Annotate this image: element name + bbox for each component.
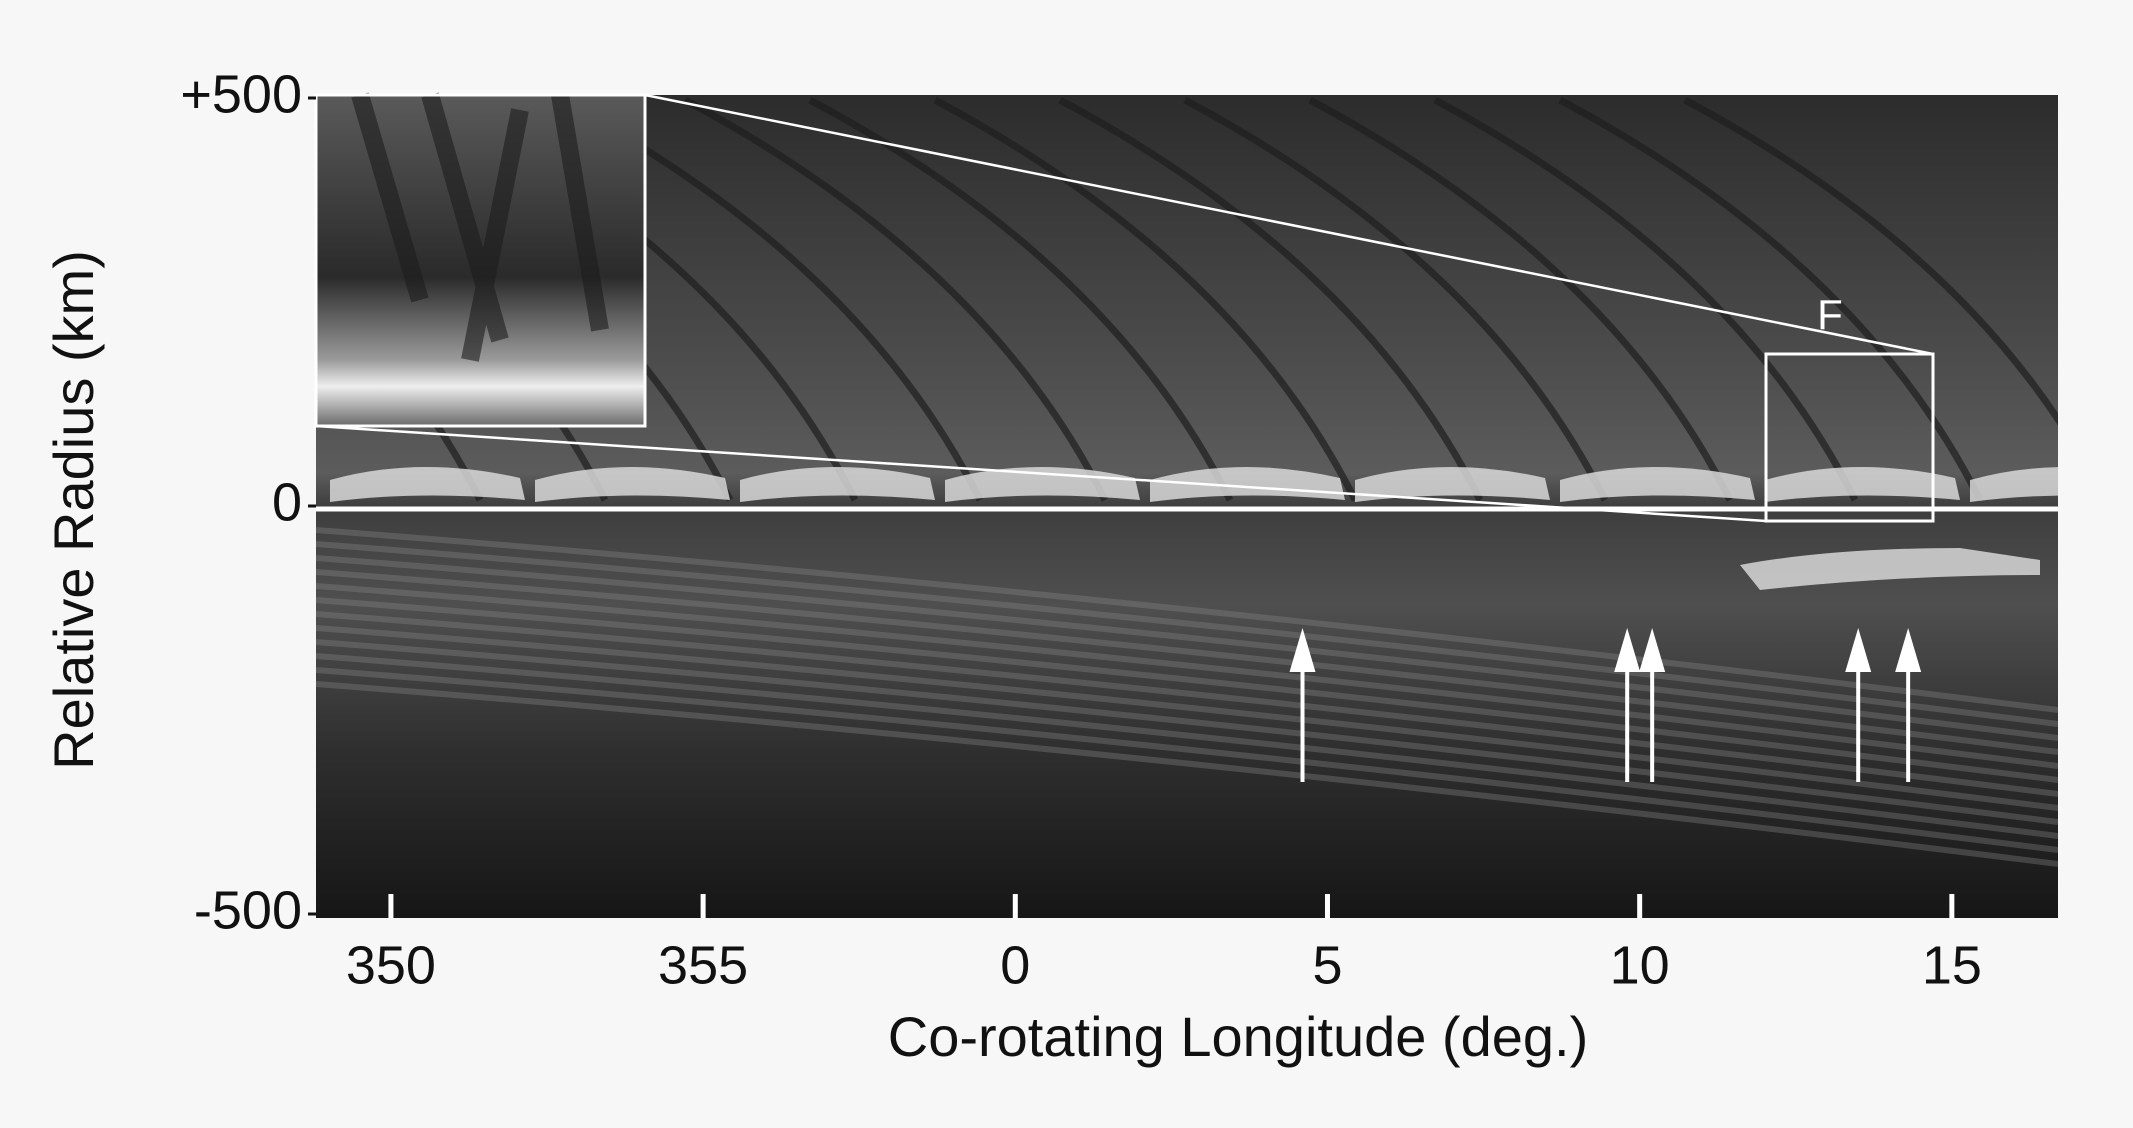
zoom-line [315,424,1767,523]
dark-arc [1433,96,1859,502]
dark-arc [683,96,1109,502]
streak [316,555,2058,741]
y-axis-title: Relative Radius (km) [42,250,105,770]
dark-arc [1683,96,2058,426]
inset-frame [314,93,647,428]
dark-arc [1183,96,1609,502]
inset-streaks [351,92,609,362]
y-tick-label: -500 [194,880,302,940]
arrow [1895,628,1922,782]
arrow-head [1639,628,1666,672]
bright-clump [535,466,730,502]
streak [316,569,2058,755]
dark-arc [933,96,1359,502]
bright-clump [740,466,935,502]
arrow [1845,628,1872,782]
arrow-head [1895,628,1922,672]
y-tick-label: +500 [180,64,302,124]
streak [316,611,2058,797]
x-tick-label: 350 [346,935,436,995]
streak [316,625,2058,811]
x-tick-label: 0 [1000,935,1030,995]
streak [316,597,2058,783]
bright-clump [330,466,525,502]
bright-clump [1970,467,2058,502]
dark-arc [1558,96,1984,502]
annotation: F [1817,291,1843,338]
x-tick-label: 15 [1922,935,1982,995]
arrow [1614,628,1641,782]
streak [316,541,2058,727]
dark-arc [1058,96,1484,502]
x-tick-label: 355 [658,935,748,995]
zoom-inset [314,92,1935,523]
dark-arc [808,96,1234,502]
y-tick-label: 0 [272,472,302,532]
streak [316,583,2058,769]
x-tick-label: 5 [1312,935,1342,995]
streak [316,667,2058,853]
arrow-head [1614,628,1641,672]
arrow [1639,628,1666,782]
zoom-box [1764,352,1935,523]
bright-clump [1740,548,2040,590]
streak [316,681,2058,867]
arrow-head [1289,628,1316,672]
bright-clump [1765,466,1960,502]
bright-clump [1355,466,1550,502]
arrow-head [1845,628,1872,672]
arrow [1289,628,1316,782]
streak [316,639,2058,825]
bright-clump [1150,466,1345,502]
bright-clump [1560,466,1755,502]
zoom-line [644,93,1934,356]
streak [316,653,2058,839]
x-axis-title: Co-rotating Longitude (deg.) [888,1005,1588,1068]
x-tick-label: 10 [1610,935,1670,995]
streak [316,527,2058,713]
